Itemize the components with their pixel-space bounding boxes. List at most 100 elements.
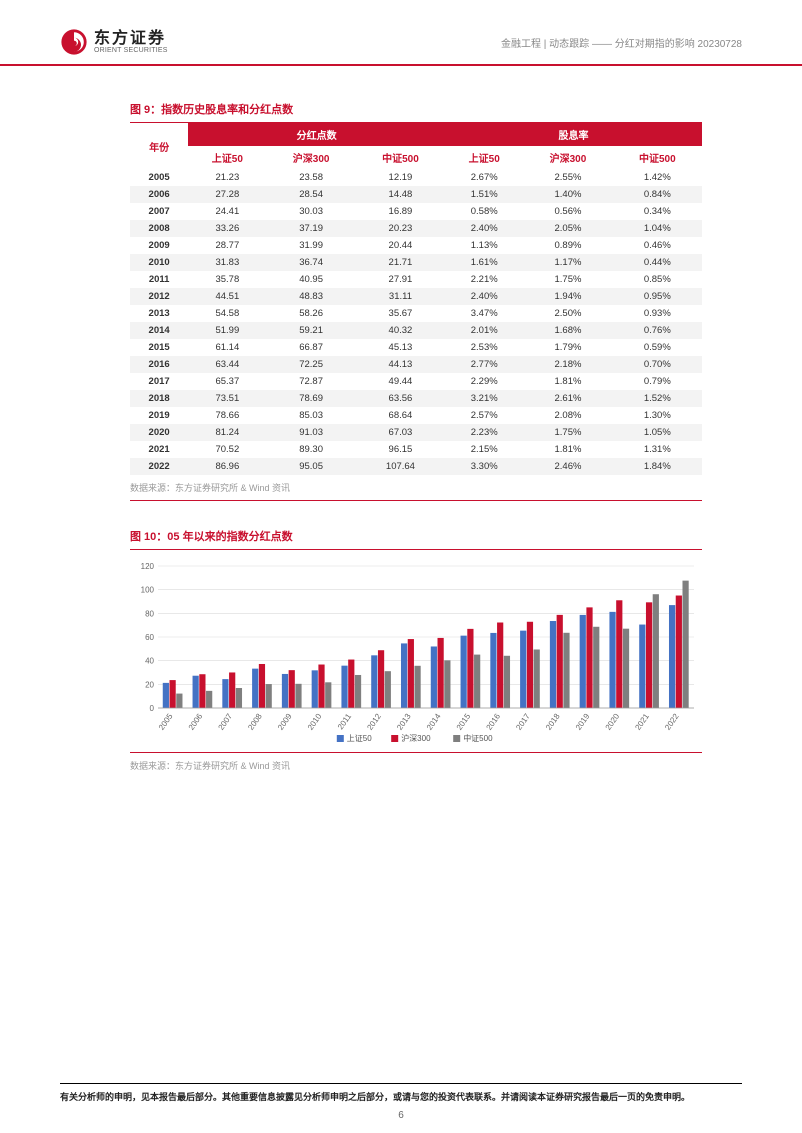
cell-value: 45.13 [356, 339, 445, 356]
cell-value: 2.40% [445, 288, 523, 305]
cell-value: 1.75% [523, 271, 612, 288]
table-row: 201561.1466.8745.132.53%1.79%0.59% [130, 339, 702, 356]
svg-text:2007: 2007 [217, 712, 235, 732]
cell-value: 1.94% [523, 288, 612, 305]
cell-value: 63.56 [356, 390, 445, 407]
cell-value: 44.51 [188, 288, 266, 305]
cell-value: 21.23 [188, 169, 266, 186]
cell-value: 61.14 [188, 339, 266, 356]
cell-value: 78.69 [266, 390, 355, 407]
cell-year: 2009 [130, 237, 188, 254]
cell-value: 1.31% [613, 441, 702, 458]
table-row: 201135.7840.9527.912.21%1.75%0.85% [130, 271, 702, 288]
svg-text:2021: 2021 [633, 712, 651, 732]
cell-year: 2008 [130, 220, 188, 237]
table-row: 200833.2637.1920.232.40%2.05%1.04% [130, 220, 702, 237]
svg-text:中证500: 中证500 [463, 733, 493, 743]
cell-value: 1.05% [613, 424, 702, 441]
svg-text:2014: 2014 [425, 712, 443, 732]
svg-text:0: 0 [150, 704, 155, 713]
cell-value: 40.32 [356, 322, 445, 339]
logo: 东方证券 ORIENT SECURITIES [60, 28, 168, 56]
figure10-bar-chart: 0204060801001202005200620072008200920102… [130, 558, 700, 748]
table-subheader: 上证50 [188, 146, 266, 169]
cell-value: 2.01% [445, 322, 523, 339]
table-row: 200724.4130.0316.890.58%0.56%0.34% [130, 203, 702, 220]
cell-year: 2022 [130, 458, 188, 475]
cell-value: 1.52% [613, 390, 702, 407]
cell-year: 2015 [130, 339, 188, 356]
svg-text:2013: 2013 [395, 712, 413, 732]
cell-year: 2017 [130, 373, 188, 390]
page-footer: 有关分析师的申明，见本报告最后部分。其他重要信息披露见分析师申明之后部分，或请与… [60, 1083, 742, 1103]
cell-value: 2.08% [523, 407, 612, 424]
cell-year: 2021 [130, 441, 188, 458]
cell-value: 70.52 [188, 441, 266, 458]
cell-value: 85.03 [266, 407, 355, 424]
table-row: 200627.2828.5414.481.51%1.40%0.84% [130, 186, 702, 203]
cell-value: 20.44 [356, 237, 445, 254]
cell-value: 20.23 [356, 220, 445, 237]
table-row: 201244.5148.8331.112.40%1.94%0.95% [130, 288, 702, 305]
cell-value: 2.05% [523, 220, 612, 237]
cell-value: 67.03 [356, 424, 445, 441]
footer-disclaimer: 有关分析师的申明，见本报告最后部分。其他重要信息披露见分析师申明之后部分，或请与… [60, 1090, 742, 1103]
cell-value: 36.74 [266, 254, 355, 271]
cell-value: 1.68% [523, 322, 612, 339]
svg-text:2016: 2016 [485, 712, 503, 732]
cell-value: 2.50% [523, 305, 612, 322]
cell-value: 1.51% [445, 186, 523, 203]
logo-text: 东方证券 ORIENT SECURITIES [94, 31, 168, 54]
cell-value: 91.03 [266, 424, 355, 441]
svg-text:2017: 2017 [514, 712, 532, 732]
cell-value: 3.21% [445, 390, 523, 407]
cell-value: 48.83 [266, 288, 355, 305]
svg-text:2011: 2011 [336, 712, 354, 732]
cell-value: 0.85% [613, 271, 702, 288]
cell-value: 78.66 [188, 407, 266, 424]
cell-year: 2010 [130, 254, 188, 271]
cell-value: 0.79% [613, 373, 702, 390]
cell-value: 81.24 [188, 424, 266, 441]
header-breadcrumb: 金融工程 | 动态跟踪 —— 分红对期指的影响 20230728 [501, 35, 742, 50]
cell-value: 30.03 [266, 203, 355, 220]
cell-year: 2016 [130, 356, 188, 373]
cell-value: 2.18% [523, 356, 612, 373]
cell-value: 2.67% [445, 169, 523, 186]
figure10-chart-container: 0204060801001202005200620072008200920102… [130, 550, 702, 753]
cell-value: 2.57% [445, 407, 523, 424]
cell-value: 2.61% [523, 390, 612, 407]
cell-value: 0.56% [523, 203, 612, 220]
figure9-title: 图 9：指数历史股息率和分红点数 [130, 96, 702, 123]
group-dividend-yield: 股息率 [445, 123, 702, 146]
cell-value: 1.79% [523, 339, 612, 356]
cell-value: 14.48 [356, 186, 445, 203]
table-row: 200521.2323.5812.192.67%2.55%1.42% [130, 169, 702, 186]
cell-value: 1.84% [613, 458, 702, 475]
table-subheader: 中证500 [613, 146, 702, 169]
col-year: 年份 [130, 123, 188, 169]
cell-value: 49.44 [356, 373, 445, 390]
cell-year: 2005 [130, 169, 188, 186]
cell-value: 35.78 [188, 271, 266, 288]
cell-value: 2.15% [445, 441, 523, 458]
cell-value: 72.87 [266, 373, 355, 390]
cell-value: 86.96 [188, 458, 266, 475]
cell-year: 2006 [130, 186, 188, 203]
svg-text:60: 60 [145, 633, 154, 642]
svg-text:2022: 2022 [663, 712, 681, 732]
cell-value: 1.42% [613, 169, 702, 186]
cell-value: 28.77 [188, 237, 266, 254]
cell-value: 2.23% [445, 424, 523, 441]
svg-text:2009: 2009 [276, 712, 294, 732]
cell-value: 89.30 [266, 441, 355, 458]
logo-text-en: ORIENT SECURITIES [94, 47, 168, 54]
cell-value: 3.30% [445, 458, 523, 475]
cell-value: 3.47% [445, 305, 523, 322]
svg-text:100: 100 [141, 586, 155, 595]
cell-value: 65.37 [188, 373, 266, 390]
figure10-source: 数据来源：东方证券研究所 & Wind 资讯 [130, 753, 702, 778]
table-subheader: 上证50 [445, 146, 523, 169]
cell-value: 1.75% [523, 424, 612, 441]
cell-value: 24.41 [188, 203, 266, 220]
